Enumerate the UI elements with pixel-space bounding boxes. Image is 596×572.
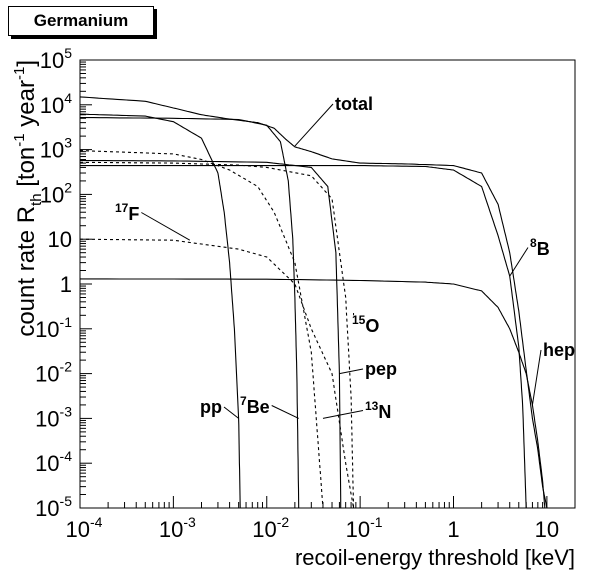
leader-17F: [141, 212, 191, 241]
y-tick-label: 10: [48, 227, 72, 252]
series-line-total: [79, 96, 548, 509]
label-hep: hep: [543, 340, 575, 360]
label-15O: 15O: [352, 313, 379, 336]
y-tick-label: 10-5: [35, 493, 72, 521]
plot-frame: [79, 59, 576, 509]
x-tick-label: 10-1: [346, 514, 383, 542]
leader-total: [294, 103, 334, 147]
label-7Be: 7Be: [240, 394, 270, 417]
label-total: total: [335, 94, 373, 114]
y-tick-label: 105: [40, 45, 72, 73]
y-tick-label: 10-1: [35, 314, 72, 342]
label-pp: pp: [200, 397, 222, 417]
label-pep: pep: [365, 359, 397, 379]
y-tick-label: 10-3: [35, 403, 72, 431]
chart-title: Germanium: [8, 6, 154, 36]
series-line-pep: [79, 159, 342, 508]
series-line-15O: [79, 161, 355, 509]
series-line-hep: [80, 278, 546, 509]
y-tick-label: 1: [60, 272, 72, 297]
x-tick-label: 10-2: [252, 514, 289, 542]
y-tick-label: 104: [40, 90, 72, 118]
series-line-8B: [80, 165, 527, 509]
series-line-13N: [79, 150, 324, 509]
x-axis-label: recoil-energy threshold [keV]: [295, 545, 575, 570]
y-tick-label: 102: [40, 179, 72, 207]
x-tick-label: 1: [447, 517, 459, 542]
y-tick-label: 103: [40, 135, 72, 163]
y-tick-label: 10-4: [35, 448, 72, 476]
series-line-7Be: [79, 116, 300, 509]
leader-7Be: [271, 405, 299, 419]
leader-hep: [531, 349, 542, 405]
leader-pp: [223, 406, 239, 419]
label-13N: 13N: [365, 399, 391, 422]
label-8B: 8B: [530, 236, 550, 259]
leader-pep: [339, 368, 364, 375]
x-tick-label: 10-4: [66, 514, 103, 542]
y-axis-label: count rate Rth [ton-1 year-1]: [11, 60, 45, 337]
series-line-pp: [79, 113, 241, 509]
x-tick-label: 10-3: [159, 514, 196, 542]
series-line-17F: [79, 238, 355, 509]
y-tick-label: 10-2: [35, 359, 72, 387]
leader-13N: [322, 410, 364, 419]
x-tick-label: 10: [535, 517, 559, 542]
label-17F: 17F: [115, 201, 139, 224]
leader-8B: [509, 247, 529, 277]
